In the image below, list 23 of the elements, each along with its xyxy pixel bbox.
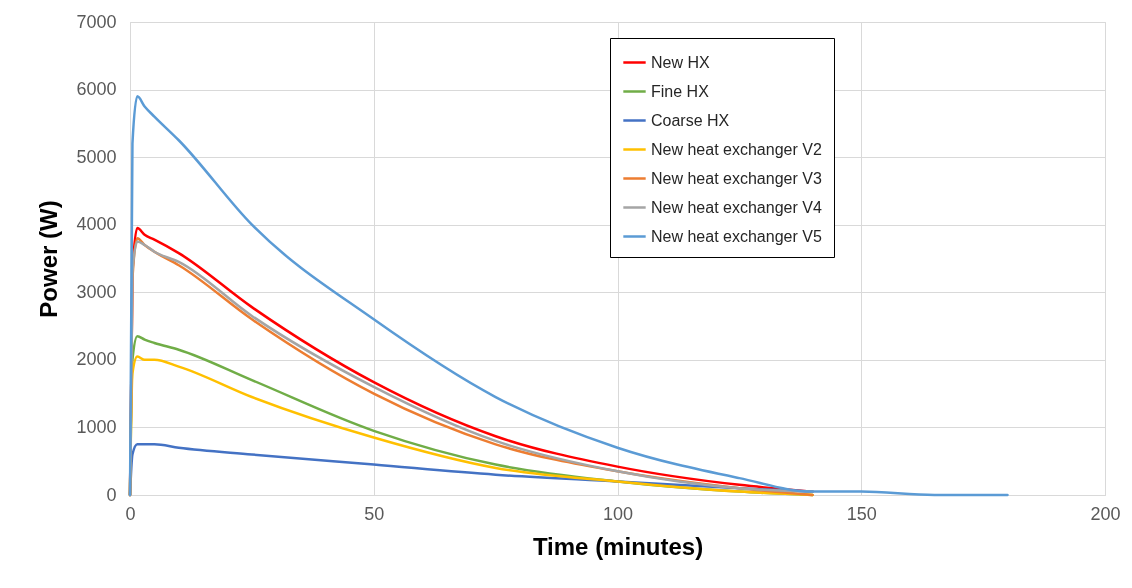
legend-label: Coarse HX — [651, 111, 730, 129]
y-tick-label: 5000 — [76, 146, 117, 167]
x-axis-title: Time (minutes) — [532, 532, 704, 560]
y-axis-title: Power (W) — [35, 200, 63, 318]
x-tick-label: 150 — [846, 503, 877, 524]
x-tick-label: 100 — [602, 503, 634, 524]
x-tick-label: 200 — [1090, 503, 1121, 524]
legend-label: New heat exchanger V3 — [651, 169, 822, 187]
legend-label: New HX — [651, 53, 711, 71]
y-tick-label: 3000 — [76, 281, 117, 302]
legend-label: New heat exchanger V2 — [651, 140, 822, 158]
legend-label: New heat exchanger V5 — [651, 227, 822, 245]
y-tick-label: 6000 — [76, 79, 117, 100]
x-tick-label: 50 — [364, 503, 385, 524]
x-tick-label: 0 — [125, 503, 136, 524]
y-tick-label: 1000 — [76, 416, 117, 437]
legend-label: New heat exchanger V4 — [651, 198, 822, 216]
y-tick-label: 0 — [106, 484, 117, 505]
y-tick-label: 2000 — [76, 349, 117, 370]
line-series — [128, 95, 1009, 497]
legend-label: Fine HX — [651, 82, 710, 100]
y-tick-label: 4000 — [76, 214, 117, 235]
y-tick-label: 7000 — [76, 11, 117, 32]
